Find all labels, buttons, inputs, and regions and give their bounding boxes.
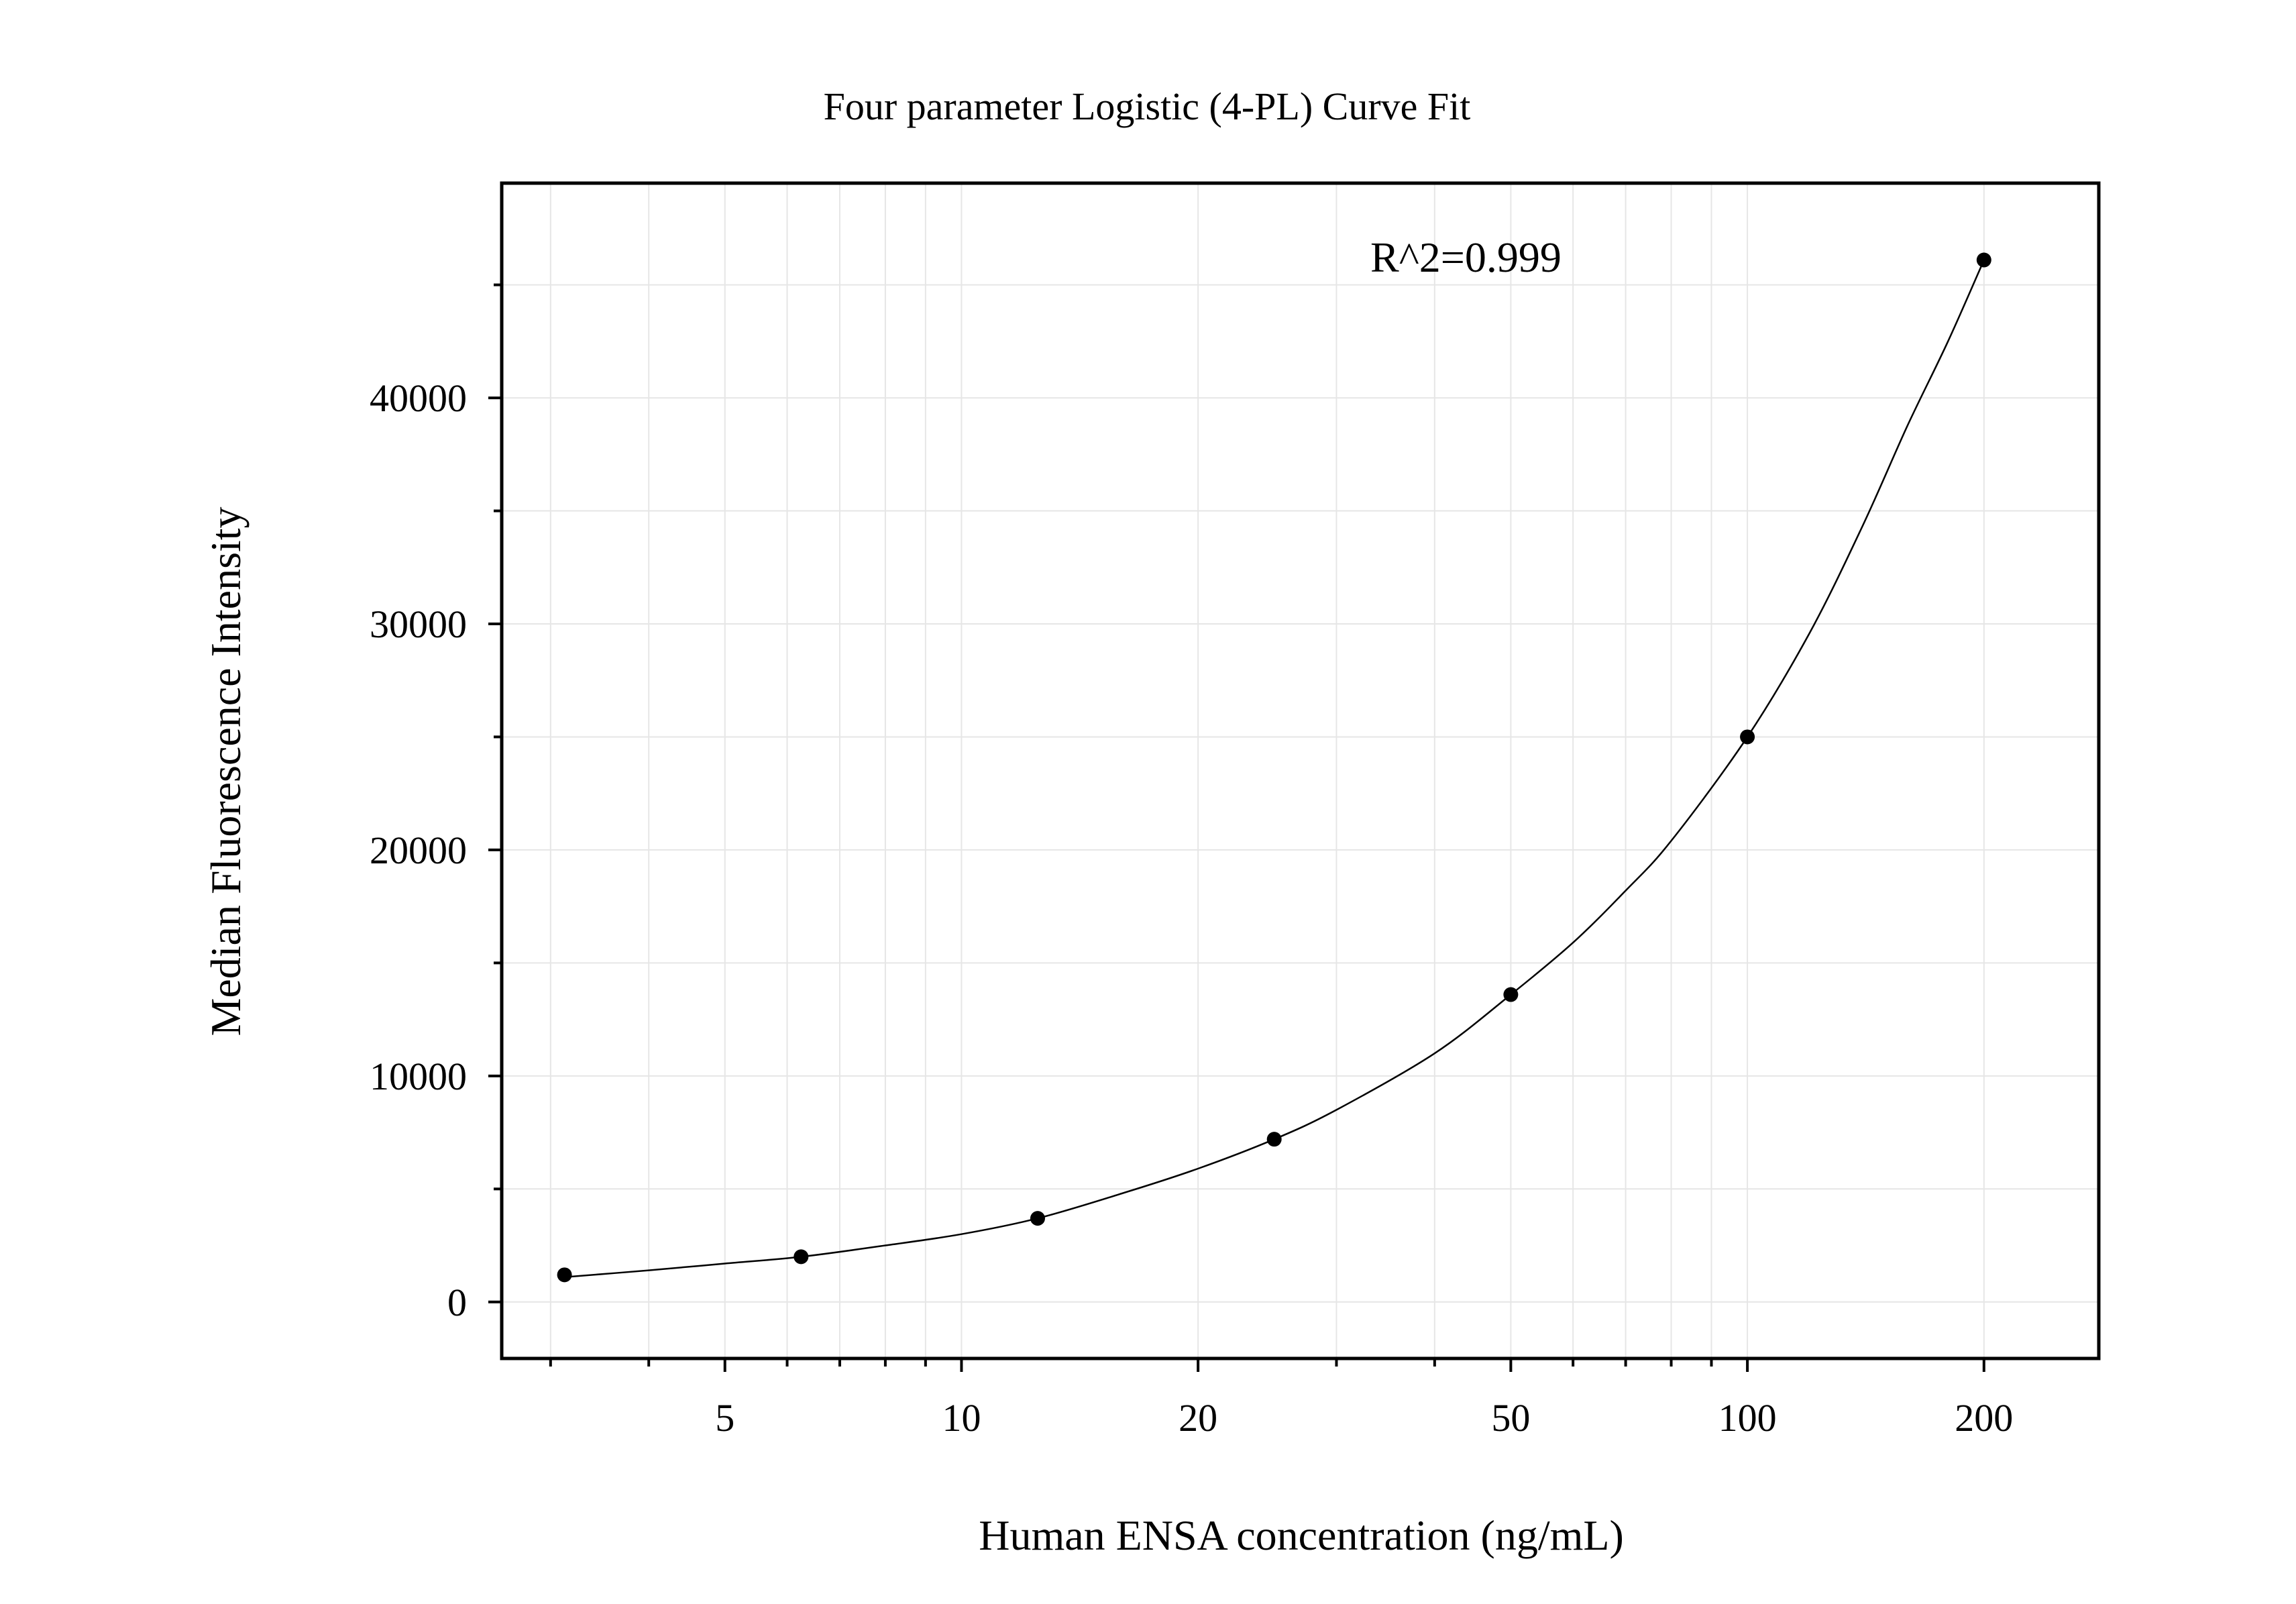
x-tick-label: 20: [1179, 1396, 1217, 1440]
y-tick-label: 20000: [370, 828, 467, 872]
data-point: [557, 1267, 572, 1283]
x-tick-label: 200: [1955, 1396, 2013, 1440]
x-tick-label: 100: [1718, 1396, 1777, 1440]
y-tick-label: 30000: [370, 602, 467, 646]
data-point: [1266, 1132, 1282, 1147]
data-point: [1976, 252, 1991, 268]
x-tick-label: 5: [715, 1396, 734, 1440]
data-point: [1740, 729, 1755, 745]
y-axis-ticks: 0 10000 20000 30000 40000: [370, 283, 502, 1324]
x-axis-ticks: 5 10 20 50 100 200: [549, 1358, 2013, 1440]
data-point: [794, 1249, 809, 1265]
data-points: [557, 252, 1991, 1283]
fit-curve: [564, 260, 1985, 1278]
plot-frame: [500, 181, 2101, 1360]
y-tick-label: 40000: [370, 376, 467, 420]
data-point: [1030, 1211, 1045, 1226]
r-squared-annotation: R^2=0.999: [1370, 233, 1562, 281]
chart-title: Four parameter Logistic (4-PL) Curve Fit: [824, 85, 1471, 128]
x-tick-label: 10: [942, 1396, 981, 1440]
data-point: [1503, 987, 1519, 1002]
fit-layer: [564, 260, 1985, 1278]
x-tick-label: 50: [1491, 1396, 1530, 1440]
y-tick-label: 10000: [370, 1055, 467, 1098]
y-axis-label: Median Fluorescence Intensity: [202, 506, 250, 1036]
grid: [502, 183, 2099, 1358]
y-tick-label: 0: [447, 1281, 467, 1324]
x-axis-label: Human ENSA concentration (ng/mL): [979, 1511, 1624, 1559]
